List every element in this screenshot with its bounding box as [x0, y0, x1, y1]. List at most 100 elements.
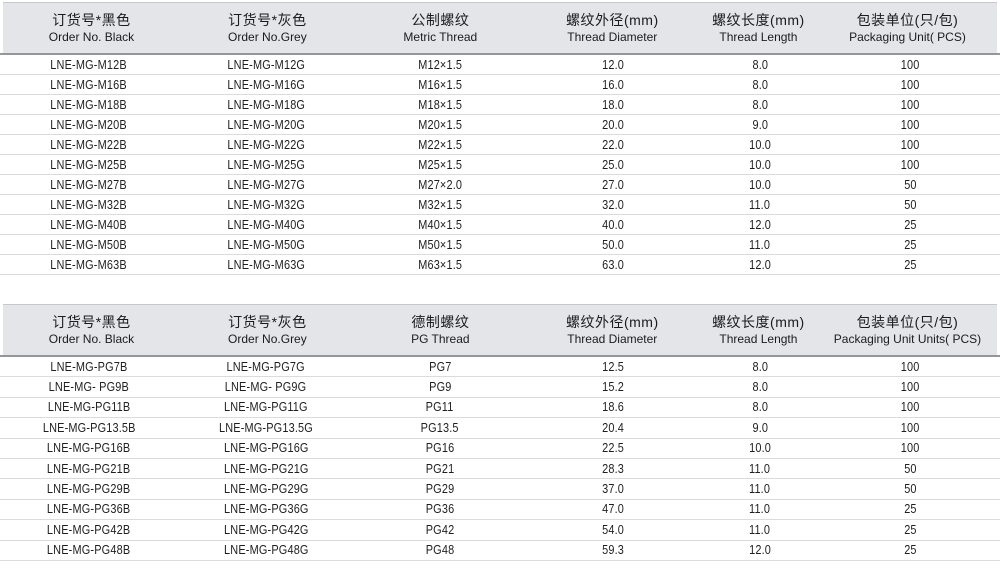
table-cell: 11.0 — [700, 480, 820, 498]
pg-thread-table: 订货号*黑色 Order No. Black 订货号*灰色 Order No.Grey… — [0, 302, 1000, 561]
table-cell: 22.0 — [526, 136, 700, 154]
table-cell: LNE-MG-M32B — [0, 196, 178, 214]
table-cell: M22×1.5 — [354, 136, 526, 154]
cell-value: LNE-MG-M16G — [227, 76, 305, 92]
cell-value: 63.0 — [602, 256, 624, 272]
cell-value: LNE-MG-M25G — [227, 156, 305, 172]
table-cell: PG48 — [354, 541, 526, 559]
column-label-en: Packaging Unit Units( PCS) — [833, 332, 982, 347]
cell-value: LNE-MG-M18G — [227, 96, 305, 112]
cell-value: 100 — [900, 96, 920, 112]
table-cell: LNE-MG-M18G — [178, 96, 354, 114]
cell-value: 50 — [903, 176, 917, 192]
cell-value: M27×2.0 — [418, 176, 462, 192]
cell-value: PG13.5 — [420, 419, 460, 435]
cell-value: M32×1.5 — [418, 196, 462, 212]
table-cell: 100 — [820, 136, 1000, 154]
table-cell: LNE-MG-PG11B — [0, 398, 178, 416]
cell-value: 22.0 — [602, 136, 624, 152]
cell-value: LNE-MG-PG16B — [47, 440, 131, 456]
cell-value: 25 — [903, 216, 917, 232]
cell-value: LNE-MG-M12G — [227, 56, 305, 72]
table-row: LNE-MG-PG13.5B LNE-MG-PG13.5G PG13.5 20.4 9.… — [0, 418, 1000, 439]
table-cell: LNE-MG-M27B — [0, 176, 178, 194]
table-cell: LNE-MG-M50B — [0, 236, 178, 254]
table-cell: 8.0 — [700, 358, 820, 376]
table-cell: 25.0 — [526, 156, 700, 174]
table-cell: PG36 — [354, 500, 526, 518]
table-cell: 9.0 — [700, 116, 820, 134]
table-cell: M50×1.5 — [354, 236, 526, 254]
table-cell: 11.0 — [700, 236, 820, 254]
table-cell: 100 — [820, 156, 1000, 174]
table-cell: LNE-MG-PG29B — [0, 480, 178, 498]
cell-value: 100 — [900, 136, 920, 152]
column-label-zh: 螺纹外径(mm) — [565, 11, 659, 28]
cell-value: PG48 — [425, 542, 455, 558]
cell-value: LNE-MG-PG36G — [223, 501, 309, 517]
table-body: LNE-MG-M12B LNE-MG-M12G M12×1.5 12.0 8.0 100 L… — [0, 55, 1000, 275]
table-cell: 25 — [820, 256, 1000, 274]
table-cell: LNE-MG-PG48G — [178, 541, 354, 559]
table-cell: PG29 — [354, 480, 526, 498]
cell-value: LNE-MG-M16B — [50, 76, 128, 92]
column-label-zh: 公制螺纹 — [411, 11, 470, 28]
cell-value: PG29 — [425, 481, 455, 497]
cell-value: LNE-MG-PG7B — [50, 358, 128, 374]
cell-value: 12.0 — [749, 542, 771, 558]
table-cell: M20×1.5 — [354, 116, 526, 134]
table-cell: 100 — [820, 76, 1000, 94]
cell-value: LNE-MG- PG9B — [48, 379, 130, 395]
cell-value: PG21 — [425, 460, 455, 476]
cell-value: LNE-MG-PG7G — [226, 358, 306, 374]
cell-value: LNE-MG-M63B — [50, 256, 128, 272]
cell-value: LNE-MG-M25B — [50, 156, 128, 172]
table-cell: 37.0 — [526, 480, 700, 498]
table-cell: 54.0 — [526, 521, 700, 539]
cell-value: PG7 — [428, 358, 452, 374]
cell-value: 25 — [903, 256, 917, 272]
table-row: LNE-MG-PG11B LNE-MG-PG11G PG11 18.6 8.0 100 — [0, 398, 1000, 419]
cell-value: 50.0 — [602, 236, 624, 252]
cell-value: 8.0 — [752, 399, 768, 415]
table-cell: 11.0 — [700, 500, 820, 518]
table-cell: LNE-MG-M50G — [178, 236, 354, 254]
table-row: LNE-MG-M40B LNE-MG-M40G M40×1.5 40.0 12.0 25 — [0, 215, 1000, 235]
table-row: LNE-MG-M22B LNE-MG-M22G M22×1.5 22.0 10.0 100 — [0, 135, 1000, 155]
cell-value: 50 — [903, 460, 917, 476]
table-cell: LNE-MG-M63B — [0, 256, 178, 274]
table-cell: 50 — [820, 176, 1000, 194]
column-label-en: PG Thread — [411, 332, 470, 347]
column-header: 订货号*灰色 Order No.Grey — [180, 314, 355, 347]
table-cell: LNE-MG-M16B — [0, 76, 178, 94]
table-cell: 100 — [820, 398, 1000, 416]
cell-value: 8.0 — [752, 358, 768, 374]
column-label-zh: 螺纹外径(mm) — [565, 313, 659, 330]
table-cell: M27×2.0 — [354, 176, 526, 194]
column-label-en: Thread Diameter — [567, 30, 658, 45]
table-row: LNE-MG-PG16B LNE-MG-PG16G PG16 22.5 10.0 100 — [0, 439, 1000, 459]
metric-thread-table: 订货号*黑色 Order No. Black 订货号*灰色 Order No.Grey… — [0, 0, 1000, 275]
cell-value: LNE-MG-M27G — [227, 176, 305, 192]
table-cell: 25 — [820, 236, 1000, 254]
table-cell: 50.0 — [526, 236, 700, 254]
table-cell: LNE-MG-M12B — [0, 56, 178, 74]
cell-value: 100 — [900, 156, 920, 172]
table-cell: LNE-MG-PG13.5B — [0, 419, 178, 437]
table-cell: M25×1.5 — [354, 156, 526, 174]
column-label-en: Packaging Unit( PCS) — [849, 30, 966, 45]
cell-value: LNE-MG-M40B — [50, 216, 128, 232]
table-cell: LNE-MG-PG7G — [178, 358, 354, 376]
table-header-row: 订货号*黑色 Order No. Black 订货号*灰色 Order No.Grey… — [3, 304, 997, 355]
table-cell: M16×1.5 — [354, 76, 526, 94]
table-cell: LNE-MG-PG16G — [178, 439, 354, 457]
cell-value: 32.0 — [602, 196, 624, 212]
cell-value: 27.0 — [602, 176, 624, 192]
table-cell: PG9 — [354, 378, 526, 396]
table-cell: 8.0 — [700, 378, 820, 396]
table-cell: LNE-MG-PG42B — [0, 521, 178, 539]
cell-value: 11.0 — [749, 196, 771, 212]
column-header: 螺纹长度(mm) Thread Length — [699, 12, 818, 45]
table-cell: M40×1.5 — [354, 216, 526, 234]
column-header: 订货号*黑色 Order No. Black — [3, 12, 180, 45]
